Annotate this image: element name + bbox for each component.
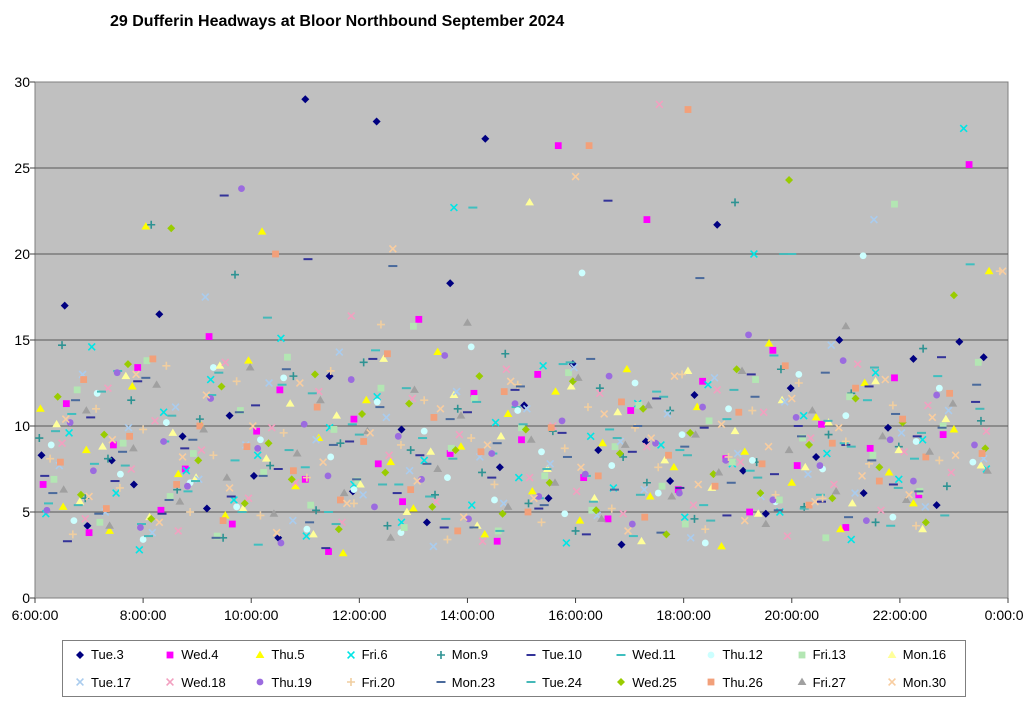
legend-item-Mon.23: Mon.23: [424, 675, 514, 690]
x-marker-icon: [887, 678, 896, 687]
legend-item-Wed.11: Wed.11: [604, 647, 694, 662]
dash-marker-icon: [616, 653, 626, 656]
legend-item-Tue.24: Tue.24: [514, 675, 604, 690]
legend-item-Mon.16: Mon.16: [875, 647, 965, 662]
plus-marker-icon: [346, 678, 355, 687]
y-tick-label: 30: [14, 74, 30, 90]
y-tick-label: 15: [14, 332, 30, 348]
dash-marker-icon: [526, 681, 536, 684]
series-Mon.16: [52, 198, 986, 545]
series-Tue.10: [40, 194, 981, 550]
triangle-marker-icon: [887, 650, 897, 658]
y-tick-label: 20: [14, 246, 30, 262]
legend-label: Thu.5: [271, 647, 305, 663]
circle-marker-icon: [256, 678, 264, 686]
x-tick-label: 20:00:00: [764, 607, 820, 623]
legend-item-Mon.9: Mon.9: [424, 647, 514, 662]
x-marker-icon: [76, 678, 84, 687]
x-tick-label: 14:00:00: [440, 607, 495, 623]
x-tick-label: 12:00:00: [332, 607, 387, 623]
legend-label: Mon.16: [902, 647, 947, 663]
square-marker-icon: [798, 651, 805, 659]
legend-item-Wed.4: Wed.4: [153, 647, 243, 662]
triangle-marker-icon: [255, 650, 265, 658]
diamond-marker-icon: [76, 650, 84, 659]
legend-item-Thu.26: Thu.26: [694, 675, 784, 690]
legend-item-Fri.27: Fri.27: [785, 675, 875, 690]
x-tick-label: 18:00:00: [656, 607, 711, 623]
legend-label: Fri.6: [361, 647, 388, 663]
legend-label: Tue.10: [541, 647, 582, 663]
legend-item-Tue.17: Tue.17: [63, 675, 153, 690]
legend-label: Fri.27: [812, 674, 846, 690]
x-tick-label: 0:00:00: [984, 607, 1024, 623]
dash-marker-icon: [436, 681, 446, 684]
legend-label: Thu.26: [722, 674, 763, 690]
series-Tue.3: [37, 95, 988, 549]
legend-item-Wed.25: Wed.25: [604, 675, 694, 690]
series-Fri.20: [46, 267, 1004, 544]
series-Thu.26: [57, 106, 986, 535]
legend-item-Tue.3: Tue.3: [63, 647, 153, 662]
x-tick-label: 6:00:00: [11, 607, 59, 623]
legend-label: Mon.9: [451, 647, 488, 663]
series-Thu.19: [43, 185, 978, 547]
y-tick-label: 5: [22, 504, 30, 520]
legend-item-Thu.19: Thu.19: [243, 675, 333, 690]
chart-title: 29 Dufferin Headways at Bloor Northbound…: [110, 13, 565, 30]
x-tick-label: 16:00:00: [548, 607, 603, 623]
x-marker-icon: [166, 678, 175, 687]
dash-marker-icon: [526, 653, 536, 656]
legend-label: Tue.24: [541, 674, 582, 690]
series-Thu.5: [36, 222, 994, 557]
plus-marker-icon: [436, 650, 445, 659]
legend-label: Mon.30: [902, 674, 947, 690]
legend-label: Wed.25: [632, 674, 677, 690]
legend-label: Fri.13: [812, 647, 846, 663]
legend-item-Thu.5: Thu.5: [243, 647, 333, 662]
legend-item-Fri.20: Fri.20: [334, 675, 424, 690]
legend-item-Mon.30: Mon.30: [875, 675, 965, 690]
x-tick-label: 22:00:00: [872, 607, 928, 623]
diamond-marker-icon: [617, 678, 626, 687]
y-tick-label: 0: [22, 590, 30, 606]
x-tick-label: 8:00:00: [119, 607, 167, 623]
series-Thu.12: [47, 252, 977, 547]
legend-label: Thu.19: [271, 674, 312, 690]
series-Mon.23: [48, 265, 982, 539]
legend-label: Thu.12: [722, 647, 763, 663]
series-Wed.11: [44, 206, 975, 546]
y-tick-label: 25: [14, 160, 30, 176]
legend-label: Wed.18: [181, 674, 226, 690]
triangle-marker-icon: [797, 677, 806, 686]
legend-item-Wed.18: Wed.18: [153, 675, 243, 690]
series-Tue.24: [51, 253, 985, 538]
y-tick-label: 10: [14, 418, 30, 434]
series-Mon.30: [61, 172, 1007, 537]
circle-marker-icon: [707, 651, 715, 659]
x-tick-label: 10:00:00: [223, 607, 279, 623]
legend-item-Thu.12: Thu.12: [694, 647, 784, 662]
square-marker-icon: [707, 678, 715, 686]
legend-item-Tue.10: Tue.10: [514, 647, 604, 662]
legend-label: Tue.3: [91, 647, 124, 663]
chart-legend: Tue.3 Wed.4 Thu.5 Fri.6 Mon.9 Tue.10 Wed.11 Thu…: [62, 640, 966, 697]
legend-item-Fri.13: Fri.13: [785, 647, 875, 662]
legend-label: Wed.4: [181, 647, 219, 663]
x-marker-icon: [346, 650, 355, 659]
square-marker-icon: [166, 651, 174, 659]
legend-label: Fri.20: [361, 674, 395, 690]
legend-label: Mon.23: [451, 674, 496, 690]
legend-item-Fri.6: Fri.6: [334, 647, 424, 662]
legend-label: Wed.11: [632, 647, 676, 663]
series-Wed.25: [53, 176, 990, 539]
legend-label: Tue.17: [91, 674, 131, 690]
